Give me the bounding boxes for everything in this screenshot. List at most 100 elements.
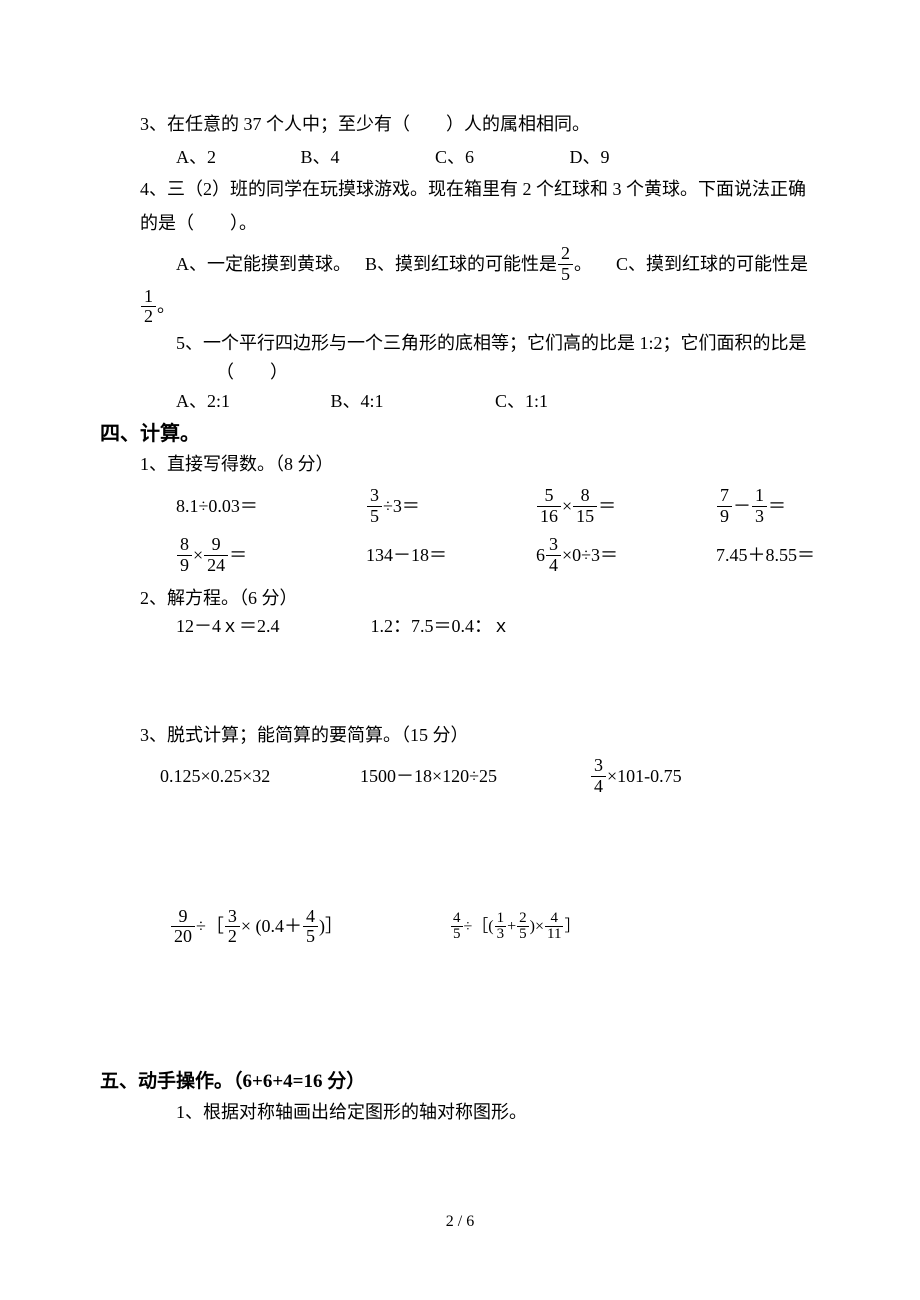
frac-den: 5 — [303, 927, 318, 947]
frac-num: 3 — [225, 907, 240, 928]
calc-r2c4: 7.45＋8.55＝ — [716, 541, 876, 570]
calc-r2c3: 6 3 4 ×0÷3＝ — [536, 535, 716, 576]
frac-num: 5 — [537, 486, 561, 507]
text: ＝ — [768, 492, 786, 521]
q4-choices-line1: A、一定能摸到黄球。 B、摸到红球的可能性是 2 5 。 C、摸到红球的可能性是 — [100, 244, 820, 285]
frac-den: 5 — [451, 927, 463, 943]
sec5-sub1: 1、根据对称轴画出给定图形的轴对称图形。 — [100, 1098, 820, 1127]
frac-num: 7 — [717, 486, 732, 507]
calc3-row: 0.125×0.25×32 1500－18×120÷25 3 4 ×101-0.… — [100, 756, 820, 797]
frac-den: 5 — [367, 507, 382, 527]
calc3-a: 0.125×0.25×32 — [160, 762, 360, 791]
q5-choice-c: C、1:1 — [495, 387, 548, 416]
frac-num: 9 — [204, 535, 228, 556]
frac-num: 4 — [451, 911, 463, 928]
frac: 4 5 — [303, 907, 318, 948]
text: ÷［ — [196, 912, 224, 941]
frac-num: 8 — [177, 535, 192, 556]
plus: + — [507, 914, 516, 940]
frac-den: 2 — [141, 307, 156, 327]
q3-choice-d: D、9 — [570, 143, 610, 172]
frac: 3 4 — [591, 756, 606, 797]
q4-choice-b-post: 。 — [574, 250, 592, 279]
frac-den: 3 — [752, 507, 767, 527]
frac-num: 1 — [141, 287, 156, 308]
sec4-sub2: 2、解方程。（6 分） — [100, 584, 820, 613]
calc-r2c1: 8 9 × 9 24 ＝ — [176, 535, 366, 576]
text: × (0.4＋ — [241, 912, 302, 941]
frac-num: 1 — [495, 911, 507, 928]
q3-choices: A、2 B、4 C、6 D、9 — [100, 143, 820, 172]
calc3-c: 3 4 ×101-0.75 — [590, 756, 790, 797]
section-5-title: 五、动手操作。（6+6+4=16 分） — [100, 1067, 820, 1097]
calc5-row: 9 20 ÷［ 3 2 × (0.4＋ 4 5 )］ 4 5 ÷［( 1 3 +… — [100, 907, 820, 948]
calc5-b: 4 5 ÷［( 1 3 + 2 5 )× 4 11 ］ — [450, 911, 730, 944]
q4-choice-c-post: 。 — [157, 292, 175, 321]
q4-choice-b-pre: B、摸到红球的可能性是 — [365, 250, 557, 279]
calc-row-1: 8.1÷0.03＝ 3 5 ÷3＝ 5 16 × 8 15 ＝ 7 9 － 1 … — [100, 486, 820, 527]
frac-den: 16 — [537, 507, 561, 527]
q4-choice-a: A、一定能摸到黄球。 — [176, 250, 351, 279]
frac-den: 4 — [591, 777, 606, 797]
text: ÷3＝ — [383, 492, 420, 521]
frac: 8 15 — [573, 486, 597, 527]
frac: 9 20 — [171, 907, 195, 948]
q4-choices-line2: 1 2 。 — [100, 287, 820, 328]
frac-num: 2 — [558, 244, 573, 265]
q3-choice-b: B、4 — [301, 143, 431, 172]
sec4-sub1: 1、直接写得数。（8 分） — [100, 450, 820, 479]
frac-num: 9 — [171, 907, 195, 928]
q5-text: 5、一个平行四边形与一个三角形的底相等；它们高的比是 1:2；它们面积的比是（ … — [176, 333, 807, 382]
q3-choice-a: A、2 — [176, 143, 296, 172]
equation-row: 12－4ｘ＝2.4 1.2：7.5＝0.4：ｘ — [100, 612, 820, 641]
q4-text: 4、三（2）班的同学在玩摸球游戏。现在箱里有 2 个红球和 3 个黄球。下面说法… — [140, 179, 806, 233]
q5-choice-b: B、4:1 — [331, 387, 491, 416]
times: × — [193, 541, 203, 570]
calc-r1c2: 3 5 ÷3＝ — [366, 486, 536, 527]
frac-num: 1 — [752, 486, 767, 507]
section-4-title: 四、计算。 — [100, 418, 820, 450]
frac-num: 3 — [591, 756, 606, 777]
text: ×0÷3＝ — [562, 541, 618, 570]
q4-b-fraction: 2 5 — [558, 244, 573, 285]
frac: 2 5 — [517, 911, 529, 944]
frac: 5 16 — [537, 486, 561, 527]
frac: 3 5 — [367, 486, 382, 527]
text: ＝ — [598, 492, 616, 521]
frac: 9 24 — [204, 535, 228, 576]
frac: 8 9 — [177, 535, 192, 576]
frac: 3 2 — [225, 907, 240, 948]
frac: 4 5 — [451, 911, 463, 944]
equation-2: 1.2：7.5＝0.4：ｘ — [371, 616, 511, 636]
calc5-a: 9 20 ÷［ 3 2 × (0.4＋ 4 5 )］ — [170, 907, 450, 948]
text: )］ — [319, 912, 343, 941]
question-3: 3、在任意的 37 个人中；至少有（ ）人的属相相同。 — [100, 110, 820, 139]
page-footer: 2 / 6 — [0, 1209, 920, 1235]
q5-choices: A、2:1 B、4:1 C、1:1 — [100, 387, 820, 416]
frac: 7 9 — [717, 486, 732, 527]
text: ×101-0.75 — [607, 762, 682, 791]
frac-num: 4 — [303, 907, 318, 928]
frac-den: 20 — [171, 927, 195, 947]
frac-den: 5 — [517, 927, 529, 943]
calc-r1c3: 5 16 × 8 15 ＝ — [536, 486, 716, 527]
frac-den: 9 — [717, 507, 732, 527]
frac: 1 3 — [752, 486, 767, 527]
frac-den: 11 — [545, 927, 563, 943]
q4-c-fraction: 1 2 — [141, 287, 156, 328]
question-4: 4、三（2）班的同学在玩摸球游戏。现在箱里有 2 个红球和 3 个黄球。下面说法… — [100, 172, 820, 240]
q4-choice-c-pre: C、摸到红球的可能性是 — [616, 250, 808, 279]
calc-r2c2: 134－18＝ — [366, 541, 536, 570]
q3-text: 3、在任意的 37 个人中；至少有（ ）人的属相相同。 — [140, 114, 590, 134]
sec4-sub3: 3、脱式计算；能简算的要简算。（15 分） — [100, 721, 820, 750]
calc-row-2: 8 9 × 9 24 ＝ 134－18＝ 6 3 4 ×0÷3＝ 7.45＋8.… — [100, 535, 820, 576]
text: ÷［( — [464, 914, 494, 940]
frac-den: 3 — [495, 927, 507, 943]
frac-den: 4 — [546, 556, 561, 576]
calc-r1c4: 7 9 － 1 3 ＝ — [716, 486, 866, 527]
frac-num: 8 — [573, 486, 597, 507]
frac-num: 3 — [546, 535, 561, 556]
equation-1: 12－4ｘ＝2.4 — [176, 612, 366, 641]
text: ＝ — [229, 541, 247, 570]
q3-choice-c: C、6 — [435, 143, 565, 172]
